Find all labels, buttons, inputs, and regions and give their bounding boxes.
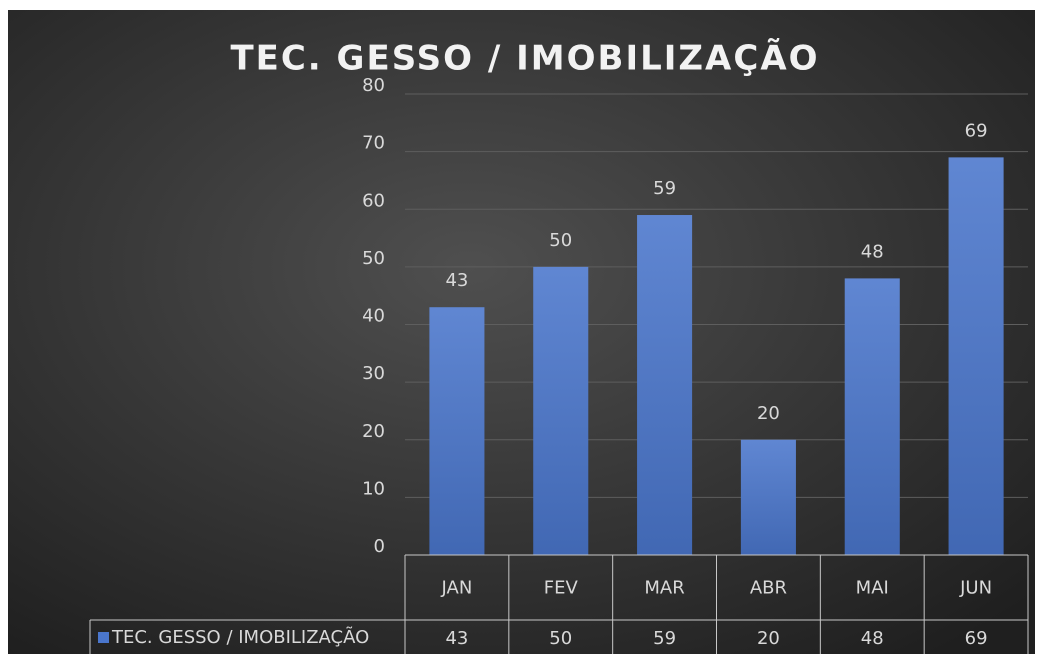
data-label: 50: [549, 230, 572, 251]
y-tick-label: 50: [362, 248, 385, 269]
bar-shade: [533, 266, 589, 555]
data-label: 43: [445, 270, 468, 291]
table-value: 20: [757, 628, 780, 649]
table-value: 59: [653, 628, 676, 649]
x-tick-label: ABR: [750, 578, 787, 599]
x-tick-label: JAN: [441, 578, 473, 599]
x-tick-label: MAI: [856, 578, 889, 599]
bar-shade: [429, 307, 485, 555]
legend-swatch: [98, 632, 109, 643]
y-tick-label: 40: [362, 306, 385, 327]
bar-shade: [844, 278, 900, 555]
data-label: 59: [653, 178, 676, 199]
y-tick-label: 10: [362, 478, 385, 499]
y-tick-label: 60: [362, 190, 385, 211]
data-label: 20: [757, 403, 780, 424]
x-tick-label: FEV: [544, 578, 579, 599]
y-tick-label: 0: [374, 536, 385, 557]
table-value: 69: [965, 628, 988, 649]
bar-shade: [740, 439, 796, 555]
x-tick-label: JUN: [959, 578, 992, 599]
table-value: 50: [549, 628, 572, 649]
bar-shade: [948, 157, 1004, 555]
y-tick-label: 80: [362, 75, 385, 96]
legend-label: TEC. GESSO / IMOBILIZAÇÃO: [111, 626, 369, 648]
data-label: 48: [861, 241, 884, 262]
bar-shade: [637, 215, 693, 555]
data-label: 69: [965, 120, 988, 141]
y-tick-label: 20: [362, 421, 385, 442]
y-tick-label: 70: [362, 133, 385, 154]
x-tick-label: MAR: [644, 578, 684, 599]
chart-title: TEC. GESSO / IMOBILIZAÇÃO: [230, 38, 819, 79]
table-value: 48: [861, 628, 884, 649]
table-value: 43: [445, 628, 468, 649]
y-tick-label: 30: [362, 363, 385, 384]
